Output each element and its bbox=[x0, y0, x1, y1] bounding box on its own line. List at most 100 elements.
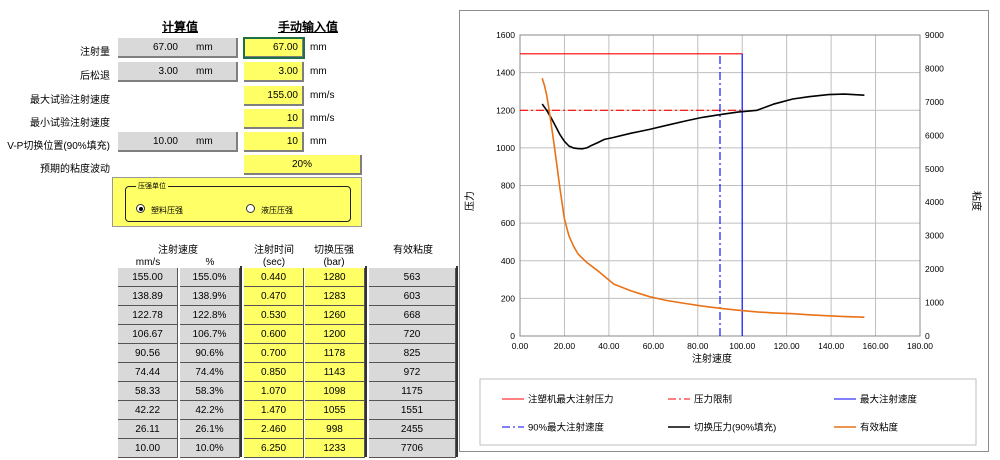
effective-viscosity-cell: 7706 bbox=[369, 439, 456, 458]
radio-selected-icon bbox=[136, 204, 145, 213]
switch-pressure-cell: 1233 bbox=[305, 439, 365, 458]
x-tick-label: 40.00 bbox=[598, 341, 620, 351]
viscosity-variation-input-group: 20% bbox=[244, 155, 362, 175]
col-speed-header: 注射速度 bbox=[158, 245, 198, 256]
legend-label-4: 切换压力(90%填充) bbox=[694, 422, 776, 434]
vp-switch-label: V-P切换位置(90%填充) bbox=[7, 141, 110, 152]
speed-mm-cell: 106.67 bbox=[118, 325, 178, 344]
chart-axes: 0.00 20.00 40.00 60.00 80.00 100.00 120.00 140.… bbox=[496, 30, 944, 351]
calculated-value-header: 计算值 bbox=[161, 20, 198, 34]
speed-mm-cell: 138.89 bbox=[118, 287, 178, 306]
shot-size-calc: 67.00 mm bbox=[118, 38, 238, 58]
legend-label-2: 最大注射速度 bbox=[860, 394, 918, 406]
left-tick-label: 800 bbox=[501, 181, 515, 191]
chart-series bbox=[520, 53, 865, 336]
left-tick-label: 200 bbox=[501, 293, 515, 303]
right-tick-label: 1000 bbox=[925, 298, 944, 308]
x-tick-label: 180.00 bbox=[907, 341, 933, 351]
speed-mm-cell: 26.11 bbox=[118, 420, 178, 439]
viscosity-variation-input[interactable]: 20% bbox=[244, 155, 362, 175]
left-tick-label: 1000 bbox=[496, 143, 515, 153]
injection-time-cell: 2.460 bbox=[244, 420, 304, 439]
switch-pressure-cell: 1143 bbox=[305, 363, 365, 382]
col-time-header: 注射时间 bbox=[254, 245, 294, 256]
effective-viscosity-cell: 1551 bbox=[369, 401, 456, 420]
injection-time-cell: 1.470 bbox=[244, 401, 304, 420]
pressure-unit-panel: 压强单位 塑料压强 液压压强 bbox=[112, 177, 362, 227]
right-axis-label: 粘度 bbox=[970, 191, 983, 211]
speed-pct-cell: 74.4% bbox=[180, 363, 240, 382]
table-divider bbox=[365, 266, 367, 457]
speed-pct-cell: 26.1% bbox=[180, 420, 240, 439]
vp-switch-input[interactable]: 10 bbox=[244, 132, 304, 152]
table-divider bbox=[240, 266, 242, 457]
vp-switch-calc-value: 10.00 bbox=[152, 136, 178, 147]
speed-pct-cell: 10.0% bbox=[180, 439, 240, 458]
manual-input-header: 手动输入值 bbox=[277, 20, 338, 34]
shot-size-input[interactable]: 67.00 bbox=[243, 37, 305, 59]
min-speed-input[interactable]: 10 bbox=[244, 109, 304, 129]
speed-pct-cell: 90.6% bbox=[180, 344, 240, 363]
vp-switch-unit: mm bbox=[310, 136, 327, 147]
chart-legend: 注塑机最大注射压力 压力限制 最大注射速度 90%最大注射速度 切换压力(90%填充) 有… bbox=[479, 378, 977, 446]
col-visc-header: 有效粘度 bbox=[393, 245, 433, 256]
speed-mm-cell: 58.33 bbox=[118, 382, 178, 401]
speed-mm-cell: 90.56 bbox=[118, 344, 178, 363]
injection-time-cell: 0.530 bbox=[244, 306, 304, 325]
right-tick-label: 0 bbox=[925, 331, 930, 341]
series-line-5 bbox=[541, 78, 865, 318]
x-tick-label: 0.00 bbox=[512, 341, 529, 351]
decompression-label: 后松退 bbox=[80, 71, 110, 82]
effective-viscosity-cell: 603 bbox=[369, 287, 456, 306]
left-tick-label: 1400 bbox=[496, 68, 515, 78]
x-axis-label: 注射速度 bbox=[692, 352, 732, 365]
pressure-unit-group: 压强单位 塑料压强 液压压强 bbox=[125, 181, 351, 222]
shot-size-label: 注射量 bbox=[80, 47, 110, 58]
min-speed-input-group: 10 mm/s bbox=[244, 109, 362, 129]
effective-viscosity-cell: 972 bbox=[369, 363, 456, 382]
col-time-unit-header: (sec) bbox=[262, 257, 286, 268]
min-speed-unit: mm/s bbox=[310, 113, 335, 124]
injection-time-cell: 0.700 bbox=[244, 344, 304, 363]
col-speed-mm-header: mm/s bbox=[135, 257, 161, 268]
x-tick-label: 140.00 bbox=[818, 341, 844, 351]
injection-time-cell: 0.440 bbox=[244, 268, 304, 287]
switch-pressure-cell: 1260 bbox=[305, 306, 365, 325]
injection-time-cell: 1.070 bbox=[244, 382, 304, 401]
x-tick-label: 120.00 bbox=[774, 341, 800, 351]
legend-box bbox=[479, 378, 977, 446]
vp-switch-calc: 10.00 mm bbox=[118, 132, 238, 152]
max-speed-unit: mm/s bbox=[310, 90, 335, 101]
plastic-pressure-label: 塑料压强 bbox=[151, 206, 183, 215]
radio-unselected-icon bbox=[246, 204, 255, 213]
switch-pressure-cell: 1055 bbox=[305, 401, 365, 420]
effective-viscosity-cell: 720 bbox=[369, 325, 456, 344]
left-tick-label: 1200 bbox=[496, 105, 515, 115]
left-tick-label: 0 bbox=[510, 331, 515, 341]
speed-mm-cell: 155.00 bbox=[118, 268, 178, 287]
switch-pressure-cell: 1098 bbox=[305, 382, 365, 401]
speed-mm-cell: 122.78 bbox=[118, 306, 178, 325]
max-speed-input[interactable]: 155.00 bbox=[244, 86, 304, 106]
pressure-unit-legend: 压强单位 bbox=[136, 181, 168, 191]
speed-pct-cell: 42.2% bbox=[180, 401, 240, 420]
speed-pct-cell: 138.9% bbox=[180, 287, 240, 306]
decompression-input[interactable]: 3.00 bbox=[244, 62, 304, 82]
min-speed-label: 最小试验注射速度 bbox=[30, 118, 110, 129]
speed-mm-cell: 42.22 bbox=[118, 401, 178, 420]
x-tick-label: 160.00 bbox=[863, 341, 889, 351]
speed-mm-cell: 10.00 bbox=[118, 439, 178, 458]
injection-time-cell: 0.470 bbox=[244, 287, 304, 306]
switch-pressure-cell: 998 bbox=[305, 420, 365, 439]
chart-panel: 0.00 20.00 40.00 60.00 80.00 100.00 120.00 140.… bbox=[459, 10, 989, 452]
injection-time-cell: 6.250 bbox=[244, 439, 304, 458]
hydraulic-pressure-label: 液压压强 bbox=[261, 206, 293, 215]
right-tick-label: 2000 bbox=[925, 264, 944, 274]
results-table: 155.00 155.0% 0.440 1280 563 138.89 138.9% 0.47… bbox=[0, 268, 460, 460]
left-axis-label: 压力 bbox=[463, 191, 476, 211]
injection-time-cell: 0.600 bbox=[244, 325, 304, 344]
col-speed-pct-header: % bbox=[205, 257, 215, 268]
decompression-unit: mm bbox=[310, 66, 327, 77]
shot-size-calc-value: 67.00 bbox=[152, 42, 178, 53]
legend-label-3: 90%最大注射速度 bbox=[528, 422, 605, 434]
